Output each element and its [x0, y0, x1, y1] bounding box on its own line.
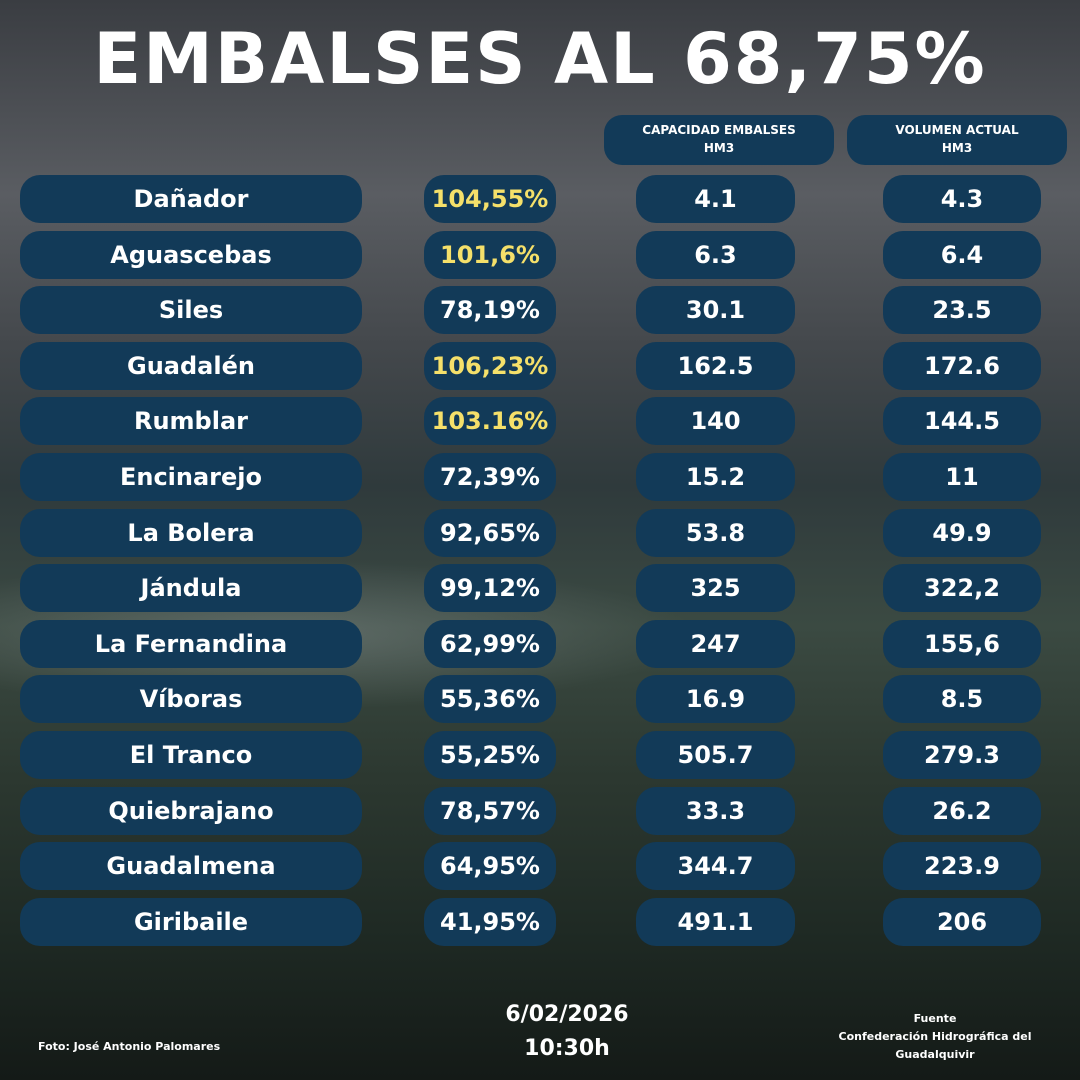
volume: 26.2 — [883, 786, 1041, 835]
reservoir-name: Giribaile — [20, 897, 362, 946]
reservoir-name: Siles — [20, 286, 362, 335]
volume: 223.9 — [883, 842, 1041, 891]
source-label: Fuente — [913, 1012, 957, 1025]
volume: 144.5 — [883, 397, 1041, 446]
reservoir-name: Víboras — [20, 675, 362, 724]
capacity: 33.3 — [636, 786, 795, 835]
fill-percent: 62,99% — [424, 619, 556, 668]
header-line: CAPACIDAD EMBALSES — [642, 123, 796, 137]
capacity: 491.1 — [636, 897, 795, 946]
fill-percent: 64,95% — [424, 842, 556, 891]
reservoir-name: La Bolera — [20, 508, 362, 557]
volume: 206 — [883, 897, 1041, 946]
footer-datetime: 6/02/2026 10:30h — [467, 998, 667, 1066]
capacity: 344.7 — [636, 842, 795, 891]
source: Fuente Confederación Hidrográfica del Gua… — [825, 1010, 1045, 1064]
fill-percent: 78,19% — [424, 286, 556, 335]
capacity: 15.2 — [636, 453, 795, 501]
reservoir-name: Guadalmena — [20, 842, 362, 891]
fill-percent: 72,39% — [424, 453, 556, 501]
header-line: HM3 — [941, 141, 973, 155]
capacity: 162.5 — [636, 341, 795, 390]
volume: 8.5 — [883, 675, 1041, 724]
reservoir-name: Dañador — [20, 175, 362, 223]
title: EMBALSES AL 68,75% — [93, 18, 987, 100]
capacity: 53.8 — [636, 508, 795, 557]
volume: 6.4 — [883, 230, 1041, 279]
capacity: 6.3 — [636, 230, 795, 279]
volume: 4.3 — [883, 175, 1041, 223]
reservoir-name: Jándula — [20, 564, 362, 613]
volume: 155,6 — [883, 619, 1041, 668]
header-line: VOLUMEN ACTUAL — [895, 123, 1019, 137]
volume: 322,2 — [883, 564, 1041, 613]
capacity: 505.7 — [636, 731, 795, 779]
volume: 172.6 — [883, 341, 1041, 390]
fill-percent: 99,12% — [424, 564, 556, 613]
reservoir-name: Aguascebas — [20, 230, 362, 279]
volume: 23.5 — [883, 286, 1041, 335]
column-header: VOLUMEN ACTUAL HM3 — [847, 115, 1067, 165]
reservoir-name: Rumblar — [20, 397, 362, 446]
fill-percent: 55,36% — [424, 675, 556, 724]
fill-percent: 103.16% — [424, 397, 556, 446]
volume: 49.9 — [883, 508, 1041, 557]
capacity: 325 — [636, 564, 795, 613]
capacity: 30.1 — [636, 286, 795, 335]
capacity: 247 — [636, 619, 795, 668]
date: 6/02/2026 — [505, 1002, 629, 1027]
fill-percent: 106,23% — [424, 341, 556, 390]
capacity: 4.1 — [636, 175, 795, 223]
fill-percent: 92,65% — [424, 508, 556, 557]
photo-credit: Foto: José Antonio Palomares — [38, 1040, 221, 1053]
fill-percent: 78,57% — [424, 786, 556, 835]
reservoir-name: La Fernandina — [20, 619, 362, 668]
header-line: HM3 — [703, 141, 735, 155]
reservoir-name: Encinarejo — [20, 453, 362, 501]
fill-percent: 101,6% — [424, 230, 556, 279]
column-header: CAPACIDAD EMBALSES HM3 — [604, 115, 834, 165]
capacity: 140 — [636, 397, 795, 446]
fill-percent: 41,95% — [424, 897, 556, 946]
time: 10:30h — [524, 1036, 610, 1061]
volume: 279.3 — [883, 731, 1041, 779]
volume: 11 — [883, 453, 1041, 501]
fill-percent: 104,55% — [424, 175, 556, 223]
reservoir-name: El Tranco — [20, 731, 362, 779]
fill-percent: 55,25% — [424, 731, 556, 779]
capacity: 16.9 — [636, 675, 795, 724]
source-text: Confederación Hidrográfica del Guadalqui… — [838, 1030, 1032, 1061]
reservoir-name: Quiebrajano — [20, 786, 362, 835]
reservoir-name: Guadalén — [20, 341, 362, 390]
